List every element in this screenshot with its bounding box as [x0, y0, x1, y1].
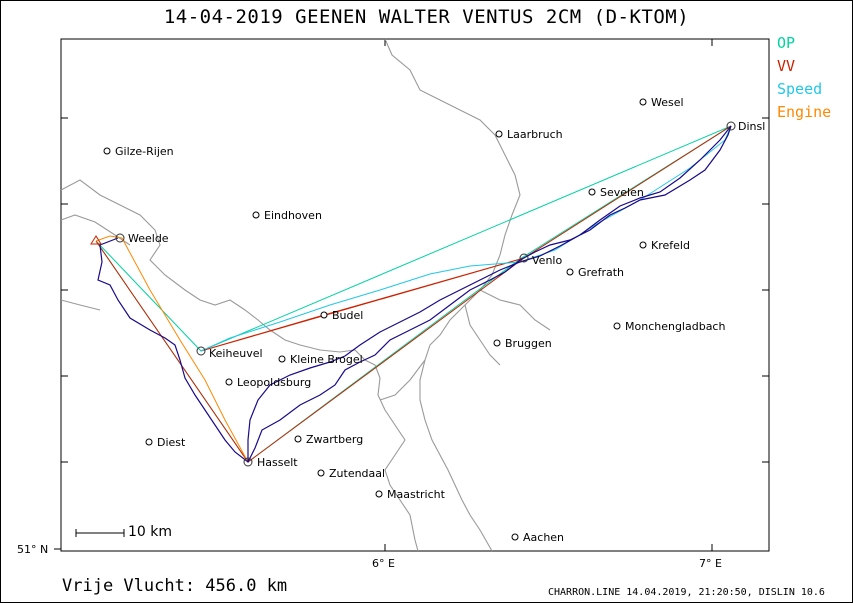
axis-ticks [54, 39, 769, 551]
lon-label-6e: 6° E [372, 557, 395, 570]
free-flight-distance: Vrije Vlucht: 456.0 km [62, 576, 288, 596]
lon-label-7e: 7° E [699, 557, 722, 570]
city-dinslaken: Dinsl [738, 120, 766, 133]
legend-op: OP [777, 34, 796, 52]
city-eindhoven: Eindhoven [264, 209, 322, 222]
start-triangle [90, 235, 102, 245]
speed-route [200, 125, 732, 352]
city-aachen: Aachen [523, 531, 565, 544]
city-diest: Diest [157, 436, 186, 449]
map-border [60, 38, 770, 552]
city-laarbruch: Laarbruch [507, 128, 563, 141]
scale-bar [75, 529, 125, 537]
city-leopoldsburg: Leopoldsburg [237, 376, 312, 389]
page-title: 14-04-2019 GEENEN WALTER VENTUS 2CM (D-K… [163, 6, 690, 28]
city-moenchengladbach: Monchengladbach [625, 320, 726, 333]
city-wesel: Wesel [651, 96, 684, 109]
city-budel: Budel [332, 309, 364, 322]
city-bruggen: Bruggen [505, 337, 552, 350]
city-venlo: Venlo [532, 254, 563, 267]
city-sevelen: Sevelen [600, 186, 644, 199]
city-grefrath: Grefrath [578, 266, 624, 279]
city-maastricht: Maastricht [387, 488, 445, 501]
engine-route [95, 235, 249, 463]
city-hasselt: Hasselt [257, 456, 298, 469]
footer-credits: CHARRON.LINE 14.04.2019, 21:20:50, DISLI… [548, 587, 825, 598]
city-kleinebrogel: Kleine Brogel [290, 353, 363, 366]
flight-track [97, 125, 732, 463]
legend-speed: Speed [777, 80, 823, 98]
legend-engine: Engine [777, 103, 832, 121]
city-gilze: Gilze-Rijen [115, 145, 174, 158]
lat-label: 51° N [17, 543, 49, 556]
turnpoint-markers [115, 121, 736, 467]
legend-vv: VV [777, 57, 796, 75]
city-krefeld: Krefeld [651, 239, 690, 252]
borders [60, 38, 551, 552]
city-dots [103, 98, 647, 541]
city-zutendaal: Zutendaal [329, 467, 386, 480]
scale-bar-label: 10 km [128, 524, 173, 540]
city-keiheuvel: Keiheuvel [209, 347, 263, 360]
city-zwartberg: Zwartberg [306, 433, 364, 446]
city-weelde: Weelde [128, 232, 169, 245]
